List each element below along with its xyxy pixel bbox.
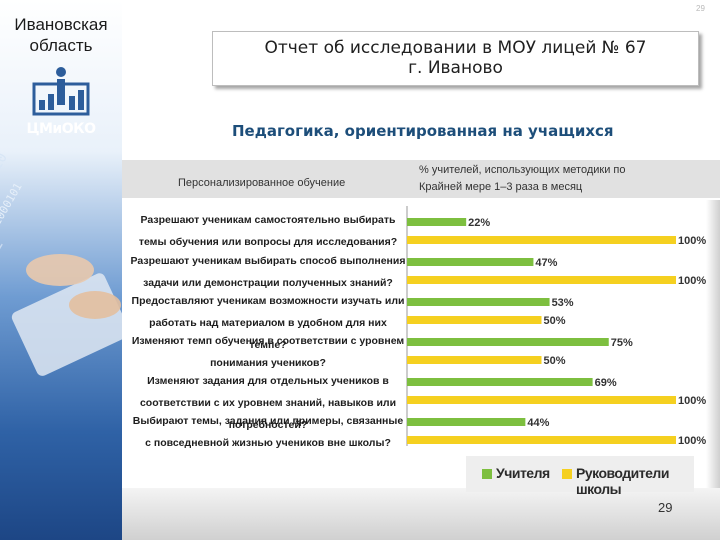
svg-text:01001011000101: 01001011000101 [0, 181, 25, 268]
title-line-2: г. Иваново [408, 58, 503, 78]
legend-label-teachers: Учителя [496, 465, 550, 481]
svg-text:1000000101101: 1000000101101 [0, 236, 7, 354]
logo-text: ЦМиОКО [26, 121, 96, 137]
chart-logo-icon [22, 66, 100, 146]
region-line-2: область [29, 36, 93, 55]
binary-keyboard-graphic: 1001000001010 01001011000101 10000001011… [0, 140, 122, 540]
panel-shadow-bottom [122, 488, 720, 540]
legend-label-leaders: Руководители школы [576, 465, 669, 497]
section-subtitle: Педагогика, ориентированная на учащихся [232, 122, 614, 140]
category-label: Изменяют задания для отдельных учеников … [139, 375, 397, 431]
legend: Учителя Руководители школы [466, 456, 694, 497]
band-left-label: Персонализированное обучение [178, 177, 346, 189]
category-label: Предоставляют ученикам возможности изуча… [131, 295, 405, 351]
sidebar: 1001000001010 01001011000101 10000001011… [0, 0, 122, 540]
slide-number-top: 29 [696, 4, 705, 13]
band-right-label: % учителей, использующих методики по Кра… [419, 164, 626, 193]
category-label: Разрешают ученикам самостоятельно выбира… [138, 214, 398, 248]
region-name: Ивановская область [0, 14, 122, 56]
region-line-1: Ивановская [14, 15, 108, 34]
category-label: Выбирают темы, задания или примеры, связ… [132, 415, 404, 449]
category-label: Разрешают ученикам выбирать способ выпол… [130, 255, 406, 289]
title-line-1: Отчет об исследовании в МОУ лицей № 67 [264, 38, 647, 58]
header-band [122, 160, 720, 198]
legend-swatch-teachers [482, 469, 492, 479]
panel-shadow-right [706, 200, 720, 500]
legend-swatch-leaders [562, 469, 572, 479]
title-box: Отчет об исследовании в МОУ лицей № 67 г… [212, 31, 699, 86]
page-number: 29 [658, 500, 673, 515]
category-label: Изменяют темп обучения в соответствии с … [131, 335, 405, 369]
